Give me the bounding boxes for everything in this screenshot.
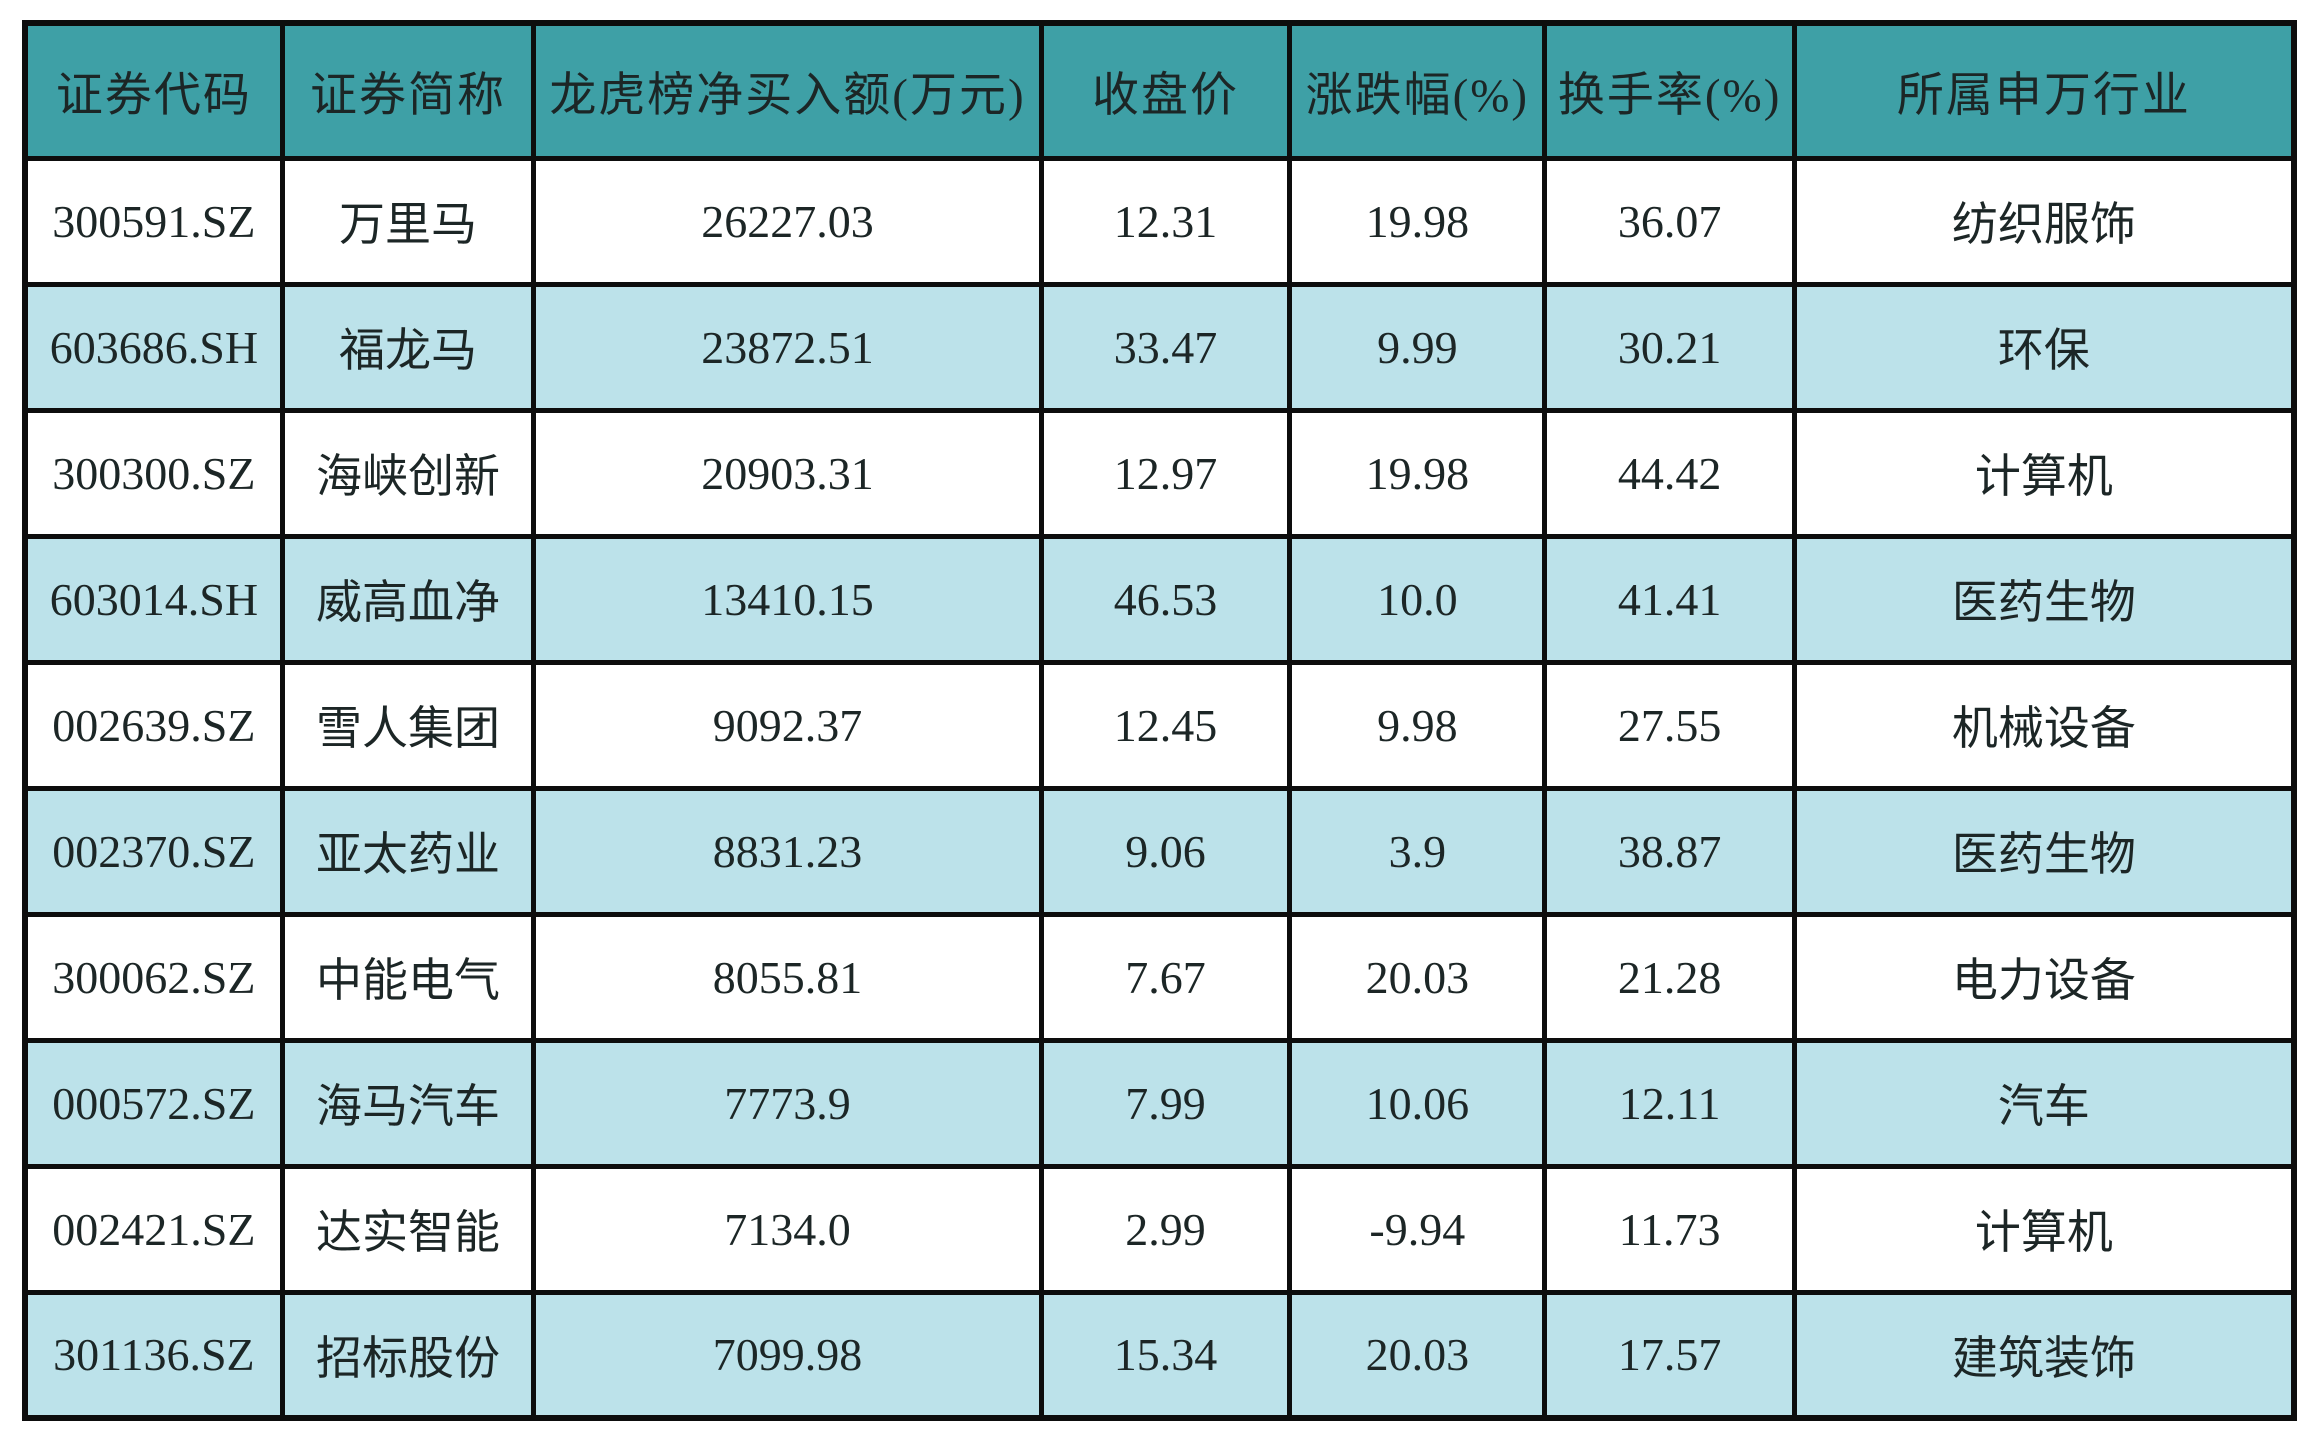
cell-close-price: 33.47 xyxy=(1038,281,1293,413)
cell-turnover-rate: 30.21 xyxy=(1542,281,1797,413)
table-row: 603014.SH 威高血净 13410.15 46.53 10.0 41.41… xyxy=(22,533,2297,665)
cell-change-percent: 9.98 xyxy=(1287,659,1548,791)
cell-sw-industry: 建筑装饰 xyxy=(1791,1289,2297,1421)
cell-sw-industry: 计算机 xyxy=(1791,1163,2297,1295)
cell-close-price: 2.99 xyxy=(1038,1163,1293,1295)
cell-security-code: 300591.SZ xyxy=(22,155,285,287)
cell-change-percent: 20.03 xyxy=(1287,911,1548,1043)
cell-net-buy-amount: 9092.37 xyxy=(531,659,1044,791)
cell-close-price: 15.34 xyxy=(1038,1289,1293,1421)
cell-security-code: 002370.SZ xyxy=(22,785,285,917)
cell-turnover-rate: 36.07 xyxy=(1542,155,1797,287)
cell-net-buy-amount: 7099.98 xyxy=(531,1289,1044,1421)
col-header-net-buy-amount: 龙虎榜净买入额(万元) xyxy=(531,20,1044,161)
cell-security-name: 亚太药业 xyxy=(279,785,537,917)
cell-sw-industry: 医药生物 xyxy=(1791,785,2297,917)
table-row: 000572.SZ 海马汽车 7773.9 7.99 10.06 12.11 汽… xyxy=(22,1037,2297,1169)
cell-security-code: 002421.SZ xyxy=(22,1163,285,1295)
cell-net-buy-amount: 20903.31 xyxy=(531,407,1044,539)
cell-change-percent: 3.9 xyxy=(1287,785,1548,917)
cell-turnover-rate: 44.42 xyxy=(1542,407,1797,539)
cell-net-buy-amount: 23872.51 xyxy=(531,281,1044,413)
col-header-turnover-rate: 换手率(%) xyxy=(1542,20,1797,161)
cell-close-price: 12.45 xyxy=(1038,659,1293,791)
table-row: 002370.SZ 亚太药业 8831.23 9.06 3.9 38.87 医药… xyxy=(22,785,2297,917)
table-row: 603686.SH 福龙马 23872.51 33.47 9.99 30.21 … xyxy=(22,281,2297,413)
table-row: 002421.SZ 达实智能 7134.0 2.99 -9.94 11.73 计… xyxy=(22,1163,2297,1295)
cell-security-code: 603014.SH xyxy=(22,533,285,665)
table-header: 证券代码 证券简称 龙虎榜净买入额(万元) 收盘价 涨跌幅(%) 换手率(%) … xyxy=(22,20,2297,161)
cell-security-name: 海峡创新 xyxy=(279,407,537,539)
cell-change-percent: 10.06 xyxy=(1287,1037,1548,1169)
col-header-change-percent: 涨跌幅(%) xyxy=(1287,20,1548,161)
cell-net-buy-amount: 7134.0 xyxy=(531,1163,1044,1295)
cell-security-name: 万里马 xyxy=(279,155,537,287)
col-header-sw-industry: 所属申万行业 xyxy=(1791,20,2297,161)
header-row: 证券代码 证券简称 龙虎榜净买入额(万元) 收盘价 涨跌幅(%) 换手率(%) … xyxy=(22,20,2297,161)
cell-net-buy-amount: 13410.15 xyxy=(531,533,1044,665)
cell-turnover-rate: 12.11 xyxy=(1542,1037,1797,1169)
cell-sw-industry: 计算机 xyxy=(1791,407,2297,539)
cell-close-price: 12.97 xyxy=(1038,407,1293,539)
table-row: 300591.SZ 万里马 26227.03 12.31 19.98 36.07… xyxy=(22,155,2297,287)
cell-change-percent: 19.98 xyxy=(1287,407,1548,539)
cell-sw-industry: 机械设备 xyxy=(1791,659,2297,791)
cell-turnover-rate: 11.73 xyxy=(1542,1163,1797,1295)
cell-change-percent: 9.99 xyxy=(1287,281,1548,413)
cell-change-percent: 20.03 xyxy=(1287,1289,1548,1421)
cell-close-price: 7.67 xyxy=(1038,911,1293,1043)
cell-sw-industry: 电力设备 xyxy=(1791,911,2297,1043)
table-row: 002639.SZ 雪人集团 9092.37 12.45 9.98 27.55 … xyxy=(22,659,2297,791)
cell-close-price: 9.06 xyxy=(1038,785,1293,917)
cell-sw-industry: 医药生物 xyxy=(1791,533,2297,665)
cell-security-code: 603686.SH xyxy=(22,281,285,413)
cell-security-code: 000572.SZ xyxy=(22,1037,285,1169)
col-header-close-price: 收盘价 xyxy=(1038,20,1293,161)
cell-security-name: 中能电气 xyxy=(279,911,537,1043)
stock-table-container: 证券代码 证券简称 龙虎榜净买入额(万元) 收盘价 涨跌幅(%) 换手率(%) … xyxy=(22,20,2297,1421)
table-body: 300591.SZ 万里马 26227.03 12.31 19.98 36.07… xyxy=(22,155,2297,1421)
cell-change-percent: 19.98 xyxy=(1287,155,1548,287)
cell-close-price: 7.99 xyxy=(1038,1037,1293,1169)
cell-security-name: 福龙马 xyxy=(279,281,537,413)
cell-security-code: 301136.SZ xyxy=(22,1289,285,1421)
cell-turnover-rate: 41.41 xyxy=(1542,533,1797,665)
col-header-security-code: 证券代码 xyxy=(22,20,285,161)
cell-net-buy-amount: 7773.9 xyxy=(531,1037,1044,1169)
cell-turnover-rate: 21.28 xyxy=(1542,911,1797,1043)
cell-net-buy-amount: 8055.81 xyxy=(531,911,1044,1043)
cell-security-name: 招标股份 xyxy=(279,1289,537,1421)
cell-security-name: 海马汽车 xyxy=(279,1037,537,1169)
table-row: 300300.SZ 海峡创新 20903.31 12.97 19.98 44.4… xyxy=(22,407,2297,539)
cell-security-code: 300062.SZ xyxy=(22,911,285,1043)
cell-security-code: 002639.SZ xyxy=(22,659,285,791)
col-header-security-name: 证券简称 xyxy=(279,20,537,161)
cell-turnover-rate: 38.87 xyxy=(1542,785,1797,917)
cell-sw-industry: 环保 xyxy=(1791,281,2297,413)
cell-turnover-rate: 27.55 xyxy=(1542,659,1797,791)
cell-change-percent: 10.0 xyxy=(1287,533,1548,665)
cell-turnover-rate: 17.57 xyxy=(1542,1289,1797,1421)
cell-security-name: 雪人集团 xyxy=(279,659,537,791)
cell-sw-industry: 汽车 xyxy=(1791,1037,2297,1169)
cell-security-name: 威高血净 xyxy=(279,533,537,665)
cell-close-price: 46.53 xyxy=(1038,533,1293,665)
cell-net-buy-amount: 8831.23 xyxy=(531,785,1044,917)
table-row: 300062.SZ 中能电气 8055.81 7.67 20.03 21.28 … xyxy=(22,911,2297,1043)
cell-net-buy-amount: 26227.03 xyxy=(531,155,1044,287)
table-row: 301136.SZ 招标股份 7099.98 15.34 20.03 17.57… xyxy=(22,1289,2297,1421)
cell-close-price: 12.31 xyxy=(1038,155,1293,287)
cell-sw-industry: 纺织服饰 xyxy=(1791,155,2297,287)
cell-security-code: 300300.SZ xyxy=(22,407,285,539)
dragon-tiger-stock-table: 证券代码 证券简称 龙虎榜净买入额(万元) 收盘价 涨跌幅(%) 换手率(%) … xyxy=(22,20,2297,1421)
cell-security-name: 达实智能 xyxy=(279,1163,537,1295)
cell-change-percent: -9.94 xyxy=(1287,1163,1548,1295)
